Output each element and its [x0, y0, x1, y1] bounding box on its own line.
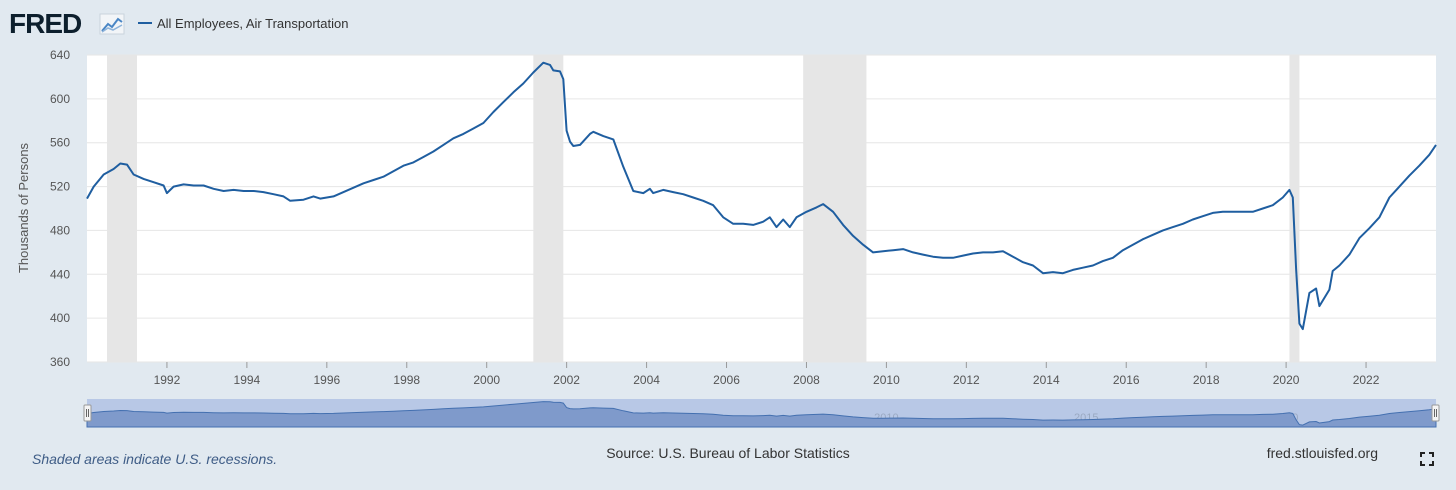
- recession-band-0: [106, 55, 137, 362]
- recession-bands: [106, 55, 1300, 362]
- source-text: Source: U.S. Bureau of Labor Statistics: [606, 445, 850, 461]
- recession-band-1: [533, 55, 564, 362]
- y-tick-label-400: 400: [50, 311, 70, 325]
- x-tick-label-2004: 2004: [633, 373, 660, 387]
- recession-note: Shaded areas indicate U.S. recessions.: [32, 451, 278, 467]
- x-tick-label-1996: 1996: [313, 373, 340, 387]
- x-tick-label-2010: 2010: [873, 373, 900, 387]
- fred-logo[interactable]: FRED: [9, 8, 125, 39]
- x-tick-label-2008: 2008: [793, 373, 820, 387]
- y-tick-label-560: 560: [50, 136, 70, 150]
- x-tick-label-1994: 1994: [234, 373, 261, 387]
- fred-logo-text: FRED: [9, 8, 82, 39]
- x-tick-label-2016: 2016: [1113, 373, 1140, 387]
- x-tick-label-2000: 2000: [473, 373, 500, 387]
- y-tick-label-480: 480: [50, 223, 70, 237]
- range-navigator[interactable]: 199520002005201020152020: [83, 399, 1440, 428]
- y-tick-label-360: 360: [50, 355, 70, 369]
- series-line-air-transportation[interactable]: [86, 61, 1437, 331]
- y-tick-label-640: 640: [50, 48, 70, 62]
- x-tick-label-1992: 1992: [154, 373, 181, 387]
- x-axis-ticks: 1992 1994 1996 1998 2000 2002 2004 2006 2008 2010…: [154, 362, 1380, 387]
- x-tick-label-2006: 2006: [713, 373, 740, 387]
- plot-area[interactable]: [87, 55, 1436, 362]
- y-axis-ticks: 360 400 440 480 520 560 600 640: [50, 48, 70, 369]
- x-tick-label-2012: 2012: [953, 373, 980, 387]
- legend: All Employees, Air Transportation: [138, 16, 348, 31]
- navigator-handle-right[interactable]: [1431, 404, 1440, 422]
- fred-chart-icon: [99, 13, 125, 35]
- navigator-area: [86, 401, 1437, 428]
- y-tick-label-520: 520: [50, 180, 70, 194]
- x-tick-label-2014: 2014: [1033, 373, 1060, 387]
- x-tick-label-2002: 2002: [553, 373, 580, 387]
- legend-label: All Employees, Air Transportation: [157, 16, 348, 31]
- x-tick-label-2022: 2022: [1353, 373, 1380, 387]
- grid-lines: [87, 54, 1436, 363]
- y-tick-label-600: 600: [50, 92, 70, 106]
- x-tick-label-2020: 2020: [1273, 373, 1300, 387]
- recession-band-3: [1289, 55, 1300, 362]
- y-tick-label-440: 440: [50, 267, 70, 281]
- navigator-handle-left[interactable]: [83, 404, 92, 422]
- x-tick-label-2018: 2018: [1193, 373, 1220, 387]
- y-axis-label: Thousands of Persons: [16, 142, 31, 273]
- fred-url[interactable]: fred.stlouisfed.org: [1266, 445, 1378, 461]
- x-tick-label-1998: 1998: [393, 373, 420, 387]
- fullscreen-icon[interactable]: [1420, 452, 1434, 466]
